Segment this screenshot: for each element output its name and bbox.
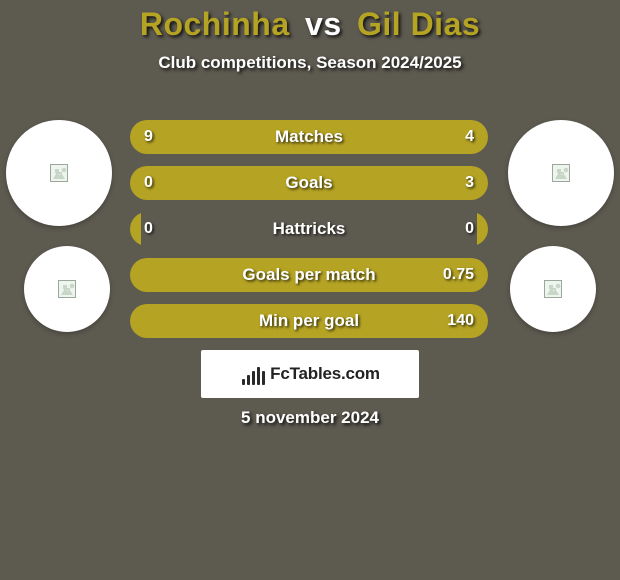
stat-bar-left [130, 212, 141, 246]
brand-text: FcTables.com [270, 364, 380, 384]
stat-bar-right [141, 304, 488, 338]
stat-value-right: 0 [465, 212, 474, 246]
stat-row: Min per goal140 [130, 304, 488, 338]
brand-badge: FcTables.com [201, 350, 419, 398]
comparison-bars: Matches94 Goals03 Hattricks0 0 Goals per mat… [130, 120, 488, 338]
stat-bar-left [130, 166, 141, 200]
brand-logo-icon [240, 363, 266, 385]
stat-bar-right [363, 120, 488, 154]
stat-bar-right [477, 212, 488, 246]
title-vs: vs [305, 6, 342, 42]
avatars-left-column [6, 120, 116, 332]
stat-row: Goals03 [130, 166, 488, 200]
stat-bar-right [141, 166, 488, 200]
avatars-right-column [504, 120, 614, 332]
broken-image-icon [50, 164, 68, 182]
content-region: Rochinha vs Gil Dias Club competitions, … [0, 0, 620, 580]
title-player2: Gil Dias [357, 6, 480, 42]
stat-value-left: 0 [144, 212, 153, 246]
title-player1: Rochinha [140, 6, 290, 42]
stat-bar-left [130, 304, 141, 338]
stat-label: Hattricks [130, 212, 488, 246]
player1-club-avatar [24, 246, 110, 332]
stat-bar-left [130, 258, 141, 292]
stat-bar-right [141, 258, 488, 292]
broken-image-icon [544, 280, 562, 298]
page-title: Rochinha vs Gil Dias [0, 6, 620, 43]
subtitle: Club competitions, Season 2024/2025 [0, 53, 620, 73]
stat-bar-left [130, 120, 363, 154]
broken-image-icon [58, 280, 76, 298]
player1-avatar [6, 120, 112, 226]
stat-row: Goals per match0.75 [130, 258, 488, 292]
footer-date: 5 november 2024 [0, 408, 620, 428]
stat-row: Matches94 [130, 120, 488, 154]
broken-image-icon [552, 164, 570, 182]
stat-row: Hattricks0 0 [130, 212, 488, 246]
player2-club-avatar [510, 246, 596, 332]
player2-avatar [508, 120, 614, 226]
